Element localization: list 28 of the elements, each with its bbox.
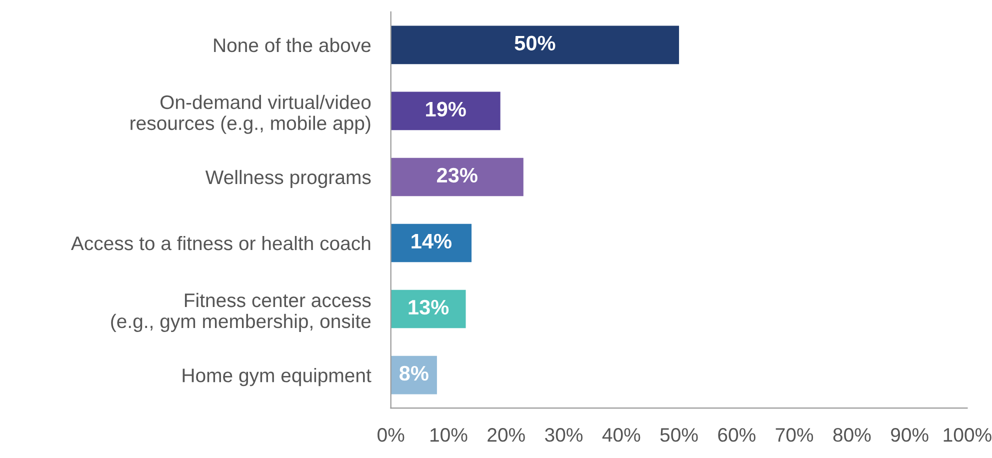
x-tick-label: 90% [891, 428, 928, 442]
y-tick-label: Access to a fitness or health coach [70, 236, 370, 250]
x-tick-label: 10% [430, 428, 468, 442]
data-label: 50% [514, 36, 556, 51]
x-tick-label: 100% [944, 428, 992, 442]
y-tick-label: Home gym equipment [182, 368, 372, 386]
bar [390, 290, 466, 328]
bar [390, 224, 472, 262]
y-tick-label: None of the above [214, 38, 371, 52]
y-tick-label: On-demand virtual/video resources (e.g., mobile app) [130, 94, 371, 134]
data-label: 13% [408, 300, 449, 315]
x-tick-label: 40% [602, 428, 640, 442]
x-tick-label: 50% [660, 428, 698, 442]
bar [390, 158, 524, 196]
data-label: 23% [437, 168, 478, 183]
data-label: 8% [400, 366, 428, 381]
bar [390, 26, 680, 64]
bar [390, 92, 500, 130]
x-tick-label: 0% [378, 428, 404, 442]
x-tick-label: 30% [545, 428, 583, 442]
y-tick-label: Fitness center access (e.g., gym membership, onsite [111, 292, 371, 332]
y-tick-label: Wellness programs [205, 170, 371, 188]
data-label: 19% [426, 102, 466, 117]
x-tick-label: 80% [833, 428, 871, 442]
x-tick-label: 60% [718, 428, 756, 442]
data-label: 14% [412, 234, 452, 249]
x-tick-label: 20% [488, 428, 525, 442]
x-tick-label: 70% [776, 428, 814, 442]
